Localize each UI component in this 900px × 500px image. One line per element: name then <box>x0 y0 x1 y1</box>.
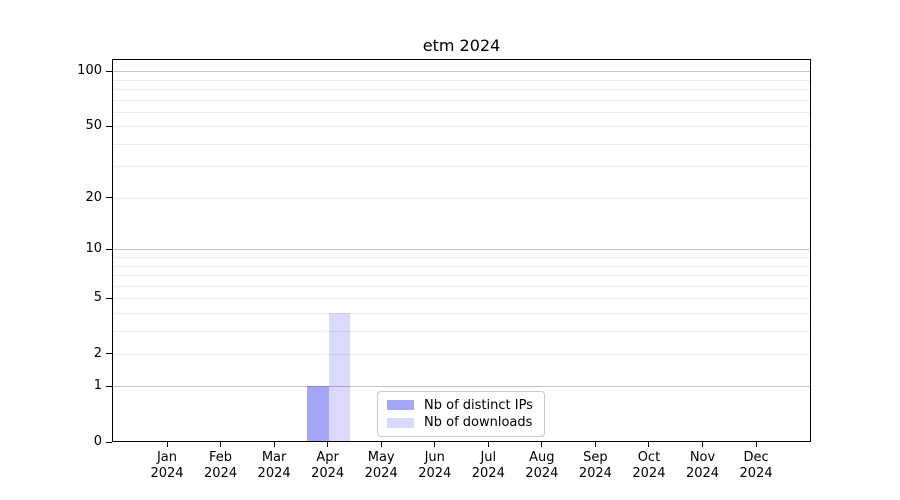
y-tick <box>106 385 112 387</box>
x-tick <box>755 442 757 447</box>
gridline-minor <box>113 99 810 101</box>
x-tick <box>594 442 596 447</box>
legend-label-distinct-ips: Nb of distinct IPs <box>424 397 533 413</box>
x-tick <box>327 442 329 447</box>
y-tick-label: 10 <box>85 241 102 257</box>
legend-label-downloads: Nb of downloads <box>424 415 533 431</box>
chart-title: etm 2024 <box>422 36 501 55</box>
gridline-minor <box>113 197 810 199</box>
x-tick <box>487 442 489 447</box>
x-tick-label: Apr 2024 <box>311 450 345 481</box>
x-tick-label: Jan 2024 <box>150 450 184 481</box>
y-tick-label: 1 <box>93 378 102 394</box>
gridline-minor <box>113 143 810 145</box>
legend-entry-distinct-ips: Nb of distinct IPs <box>387 398 535 413</box>
gridline-major <box>113 71 810 73</box>
gridline-minor <box>113 111 810 113</box>
y-tick <box>106 125 112 127</box>
x-tick <box>541 442 543 447</box>
gridline-minor <box>113 298 810 300</box>
x-tick <box>648 442 650 447</box>
y-tick-label: 50 <box>85 118 102 134</box>
gridline-minor <box>113 353 810 355</box>
y-tick <box>106 197 112 199</box>
x-tick <box>702 442 703 447</box>
gridline-major <box>113 249 810 251</box>
gridline-minor <box>113 330 810 332</box>
y-tick-label: 5 <box>93 290 102 306</box>
y-tick <box>106 297 112 299</box>
x-tick-label: May 2024 <box>364 450 398 481</box>
x-tick-label: Jun 2024 <box>418 450 452 481</box>
plot-area <box>112 59 811 442</box>
x-tick <box>380 442 382 447</box>
y-tick <box>106 248 112 250</box>
gridline-minor <box>113 285 810 287</box>
x-tick-label: Sep 2024 <box>578 450 612 481</box>
x-tick <box>434 442 436 447</box>
legend-entry-downloads: Nb of downloads <box>387 415 535 430</box>
gridline-minor <box>113 275 810 277</box>
legend-swatch-downloads <box>387 417 414 428</box>
gridline-major <box>113 386 810 388</box>
y-tick <box>106 70 112 72</box>
y-tick-label: 0 <box>93 434 102 449</box>
y-tick-label: 100 <box>77 63 102 79</box>
gridline-minor <box>113 79 810 81</box>
bar-nb-of-downloads-apr <box>328 312 351 441</box>
x-tick <box>166 442 168 447</box>
bar-nb-of-distinct-ips-apr <box>307 386 329 441</box>
x-tick <box>273 442 275 447</box>
gridline-minor <box>113 126 810 128</box>
x-tick-label: Mar 2024 <box>257 450 291 481</box>
x-tick-label: Oct 2024 <box>632 450 666 481</box>
x-tick <box>220 442 222 447</box>
gridline-minor <box>113 166 810 168</box>
x-tick-label: Jul 2024 <box>471 450 505 481</box>
x-tick-label: Nov 2024 <box>685 450 720 481</box>
gridline-minor <box>113 89 810 91</box>
y-tick-label: 2 <box>93 345 102 361</box>
y-tick <box>106 353 112 355</box>
x-tick-label: Feb 2024 <box>204 450 238 481</box>
gridline-minor <box>113 265 810 267</box>
x-tick-label: Dec 2024 <box>739 450 773 481</box>
legend-swatch-distinct-ips <box>387 400 414 411</box>
x-tick-label: Aug 2024 <box>525 450 559 481</box>
gridline-minor <box>113 257 810 259</box>
gridline-minor <box>113 312 810 314</box>
y-tick <box>106 441 112 443</box>
y-tick-label: 20 <box>85 189 102 205</box>
legend: Nb of distinct IPs Nb of downloads <box>377 391 545 437</box>
